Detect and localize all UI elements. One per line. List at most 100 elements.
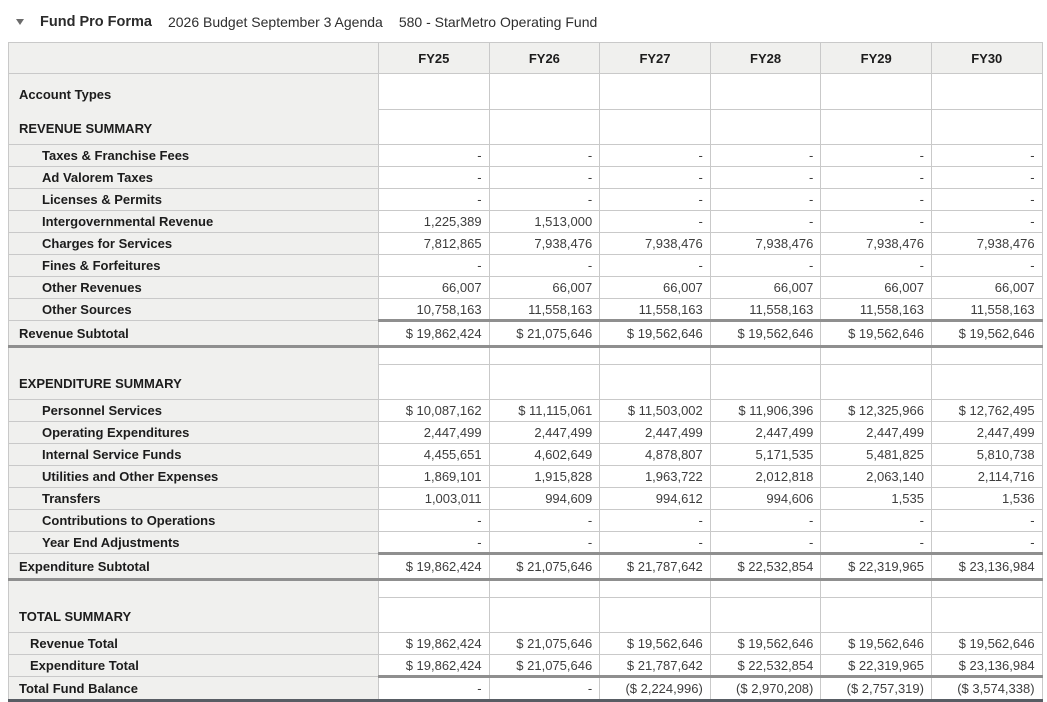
value-cell-fy28: 66,007 <box>709 276 822 299</box>
value-cell-fy25 <box>378 346 490 365</box>
row-label: TOTAL SUMMARY <box>8 597 379 633</box>
value-cell-fy30 <box>930 364 1043 400</box>
column-header-fy30: FY30 <box>930 42 1043 74</box>
row-label: Other Sources <box>8 298 379 321</box>
value-cell-fy29: - <box>820 509 932 532</box>
value-cell-fy27: 2,447,499 <box>599 421 711 444</box>
value-cell-fy30: $ 23,136,984 <box>930 552 1043 581</box>
table-row-total-summary: TOTAL SUMMARY <box>8 597 1043 633</box>
value-cell-fy27: 1,963,722 <box>599 465 711 488</box>
value-cell-fy30: $ 19,562,646 <box>930 319 1043 348</box>
value-cell-fy27 <box>599 109 711 145</box>
value-cell-fy27: ($ 2,224,996) <box>599 675 711 702</box>
value-cell-fy25 <box>378 364 490 400</box>
table-row-year-end-adjustments: Year End Adjustments - - - - - - <box>8 531 1043 554</box>
value-cell-fy28 <box>709 597 822 633</box>
value-cell-fy29: ($ 2,757,319) <box>820 675 932 702</box>
value-cell-fy28: 2,447,499 <box>709 421 822 444</box>
column-header-fy28: FY28 <box>709 42 822 74</box>
value-cell-fy28: - <box>709 531 822 554</box>
value-cell-fy26: 66,007 <box>488 276 601 299</box>
value-cell-fy29: - <box>820 210 932 233</box>
value-cell-fy26: 4,602,649 <box>488 443 601 466</box>
table-row-expenditure-total: Expenditure Total $ 19,862,424 $ 21,075,64… <box>8 654 1043 677</box>
value-cell-fy25: $ 19,862,424 <box>378 632 490 655</box>
value-cell-fy25: $ 10,087,162 <box>378 399 490 422</box>
value-cell-fy25: 7,812,865 <box>378 232 490 255</box>
row-label: Account Types <box>8 73 379 110</box>
row-label: Year End Adjustments <box>8 531 379 554</box>
value-cell-fy28 <box>709 109 822 145</box>
value-cell-fy28: $ 22,532,854 <box>709 654 822 677</box>
row-label: Other Revenues <box>8 276 379 299</box>
value-cell-fy27: - <box>599 531 711 554</box>
value-cell-fy30 <box>930 109 1043 145</box>
column-header-fy27: FY27 <box>599 42 711 74</box>
row-label: Transfers <box>8 487 379 510</box>
value-cell-fy28: 5,171,535 <box>709 443 822 466</box>
value-cell-fy29: - <box>820 531 932 554</box>
value-cell-fy25: - <box>378 531 490 554</box>
table-row-fines-forfeitures: Fines & Forfeitures - - - - - - <box>8 254 1043 277</box>
value-cell-fy26: 1,513,000 <box>488 210 601 233</box>
value-cell-fy27: 66,007 <box>599 276 711 299</box>
value-cell-fy29: $ 19,562,646 <box>820 632 932 655</box>
value-cell-fy30: $ 19,562,646 <box>930 632 1043 655</box>
value-cell-fy26: - <box>488 509 601 532</box>
value-cell-fy30: - <box>930 531 1043 554</box>
value-cell-fy29 <box>820 579 932 598</box>
value-cell-fy28: - <box>709 509 822 532</box>
table-row-other-sources: Other Sources 10,758,163 11,558,163 11,558,… <box>8 298 1043 321</box>
value-cell-fy29: 7,938,476 <box>820 232 932 255</box>
value-cell-fy28 <box>709 364 822 400</box>
value-cell-fy30: - <box>930 166 1043 189</box>
value-cell-fy25: - <box>378 509 490 532</box>
value-cell-fy27: - <box>599 166 711 189</box>
row-label-column-header <box>8 42 379 74</box>
value-cell-fy26: $ 21,075,646 <box>488 319 601 348</box>
row-label: Taxes & Franchise Fees <box>8 144 379 167</box>
value-cell-fy29: 5,481,825 <box>820 443 932 466</box>
value-cell-fy27 <box>599 346 711 365</box>
report-title[interactable]: Fund Pro Forma <box>40 14 152 30</box>
value-cell-fy27: $ 19,562,646 <box>599 319 711 348</box>
value-cell-fy27: $ 21,787,642 <box>599 654 711 677</box>
value-cell-fy25: 1,003,011 <box>378 487 490 510</box>
value-cell-fy26: 11,558,163 <box>488 298 601 321</box>
value-cell-fy30: 11,558,163 <box>930 298 1043 321</box>
collapse-triangle-icon[interactable] <box>16 19 24 25</box>
value-cell-fy26 <box>488 73 601 110</box>
column-header-fy26: FY26 <box>488 42 601 74</box>
row-label: Licenses & Permits <box>8 188 379 211</box>
value-cell-fy29 <box>820 109 932 145</box>
value-cell-fy25: 1,869,101 <box>378 465 490 488</box>
row-label: Contributions to Operations <box>8 509 379 532</box>
fund-header-bar: Fund Pro Forma 2026 Budget September 3 A… <box>8 10 1047 34</box>
value-cell-fy25 <box>378 597 490 633</box>
value-cell-fy29: $ 12,325,966 <box>820 399 932 422</box>
row-label: Utilities and Other Expenses <box>8 465 379 488</box>
value-cell-fy28 <box>709 346 822 365</box>
column-header-row: FY25 FY26 FY27 FY28 FY29 FY30 <box>8 42 1043 74</box>
value-cell-fy30: ($ 3,574,338) <box>930 675 1043 702</box>
value-cell-fy29: - <box>820 166 932 189</box>
value-cell-fy30: - <box>930 509 1043 532</box>
table-row-charges-for-services: Charges for Services 7,812,865 7,938,476 7,… <box>8 232 1043 255</box>
value-cell-fy30: 66,007 <box>930 276 1043 299</box>
value-cell-fy28: $ 19,562,646 <box>709 319 822 348</box>
value-cell-fy29: $ 19,562,646 <box>820 319 932 348</box>
value-cell-fy26: $ 21,075,646 <box>488 654 601 677</box>
table-row-expenditure-summary: EXPENDITURE SUMMARY <box>8 364 1043 400</box>
value-cell-fy26: $ 21,075,646 <box>488 552 601 581</box>
value-cell-fy25: - <box>378 144 490 167</box>
table-row-revenue-total: Revenue Total $ 19,862,424 $ 21,075,646 $ 1… <box>8 632 1043 655</box>
value-cell-fy29: $ 22,319,965 <box>820 552 932 581</box>
value-cell-fy28: - <box>709 144 822 167</box>
value-cell-fy25: - <box>378 254 490 277</box>
row-label: Operating Expenditures <box>8 421 379 444</box>
table-row-ad-valorem-taxes: Ad Valorem Taxes - - - - - - <box>8 166 1043 189</box>
value-cell-fy28: - <box>709 254 822 277</box>
pro-forma-table: FY25 FY26 FY27 FY28 FY29 FY30 Account Types RE… <box>8 42 1043 702</box>
value-cell-fy27 <box>599 579 711 598</box>
value-cell-fy27: $ 11,503,002 <box>599 399 711 422</box>
